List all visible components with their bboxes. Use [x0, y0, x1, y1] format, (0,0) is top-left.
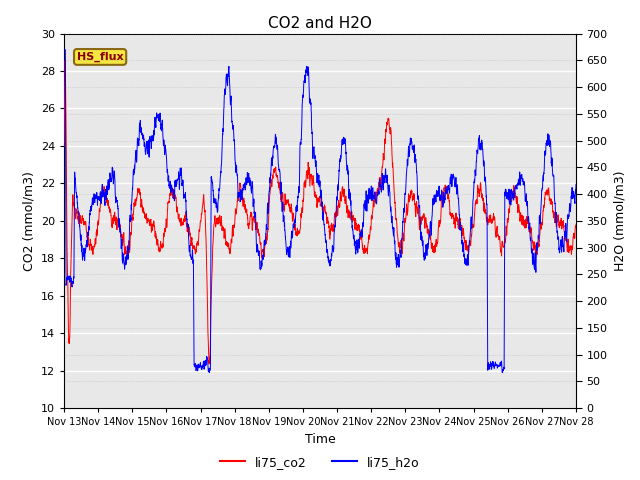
Title: CO2 and H2O: CO2 and H2O — [268, 16, 372, 31]
Text: HS_flux: HS_flux — [77, 52, 124, 62]
Y-axis label: CO2 (mmol/m3): CO2 (mmol/m3) — [22, 171, 35, 271]
Y-axis label: H2O (mmol/m3): H2O (mmol/m3) — [613, 170, 626, 271]
X-axis label: Time: Time — [305, 432, 335, 445]
Legend: li75_co2, li75_h2o: li75_co2, li75_h2o — [215, 451, 425, 474]
